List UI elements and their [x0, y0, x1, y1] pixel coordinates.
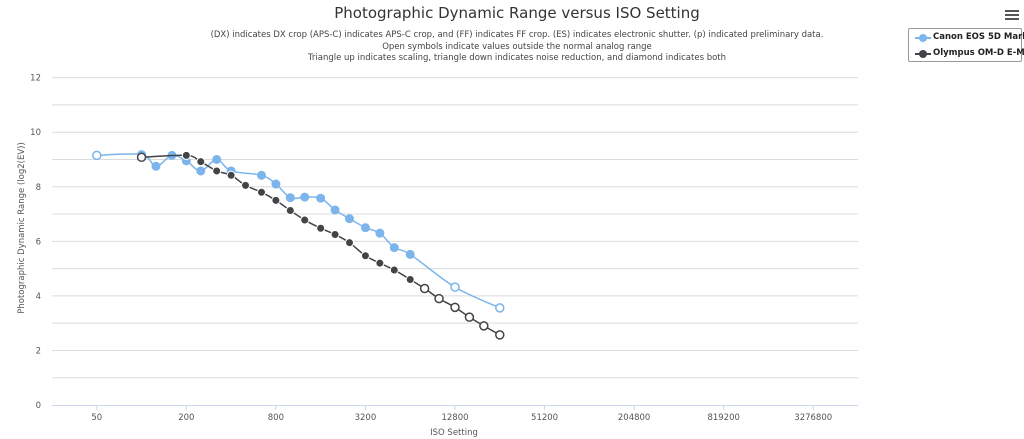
legend-item-olympus[interactable]: Olympus OM-D E-M1 — [913, 48, 1024, 61]
data-point[interactable] — [92, 150, 102, 161]
hamburger-menu-icon[interactable] — [1004, 8, 1020, 22]
data-point[interactable] — [450, 282, 460, 292]
data-point[interactable] — [344, 238, 354, 248]
data-point[interactable] — [360, 251, 370, 261]
data-point[interactable] — [256, 187, 266, 197]
data-point[interactable] — [285, 205, 295, 215]
data-point[interactable] — [464, 312, 475, 322]
data-point[interactable] — [389, 265, 399, 275]
x-axis-title: ISO Setting — [430, 428, 478, 438]
y-axis-ticks: 0 2 4 6 8 10 12 — [30, 74, 41, 411]
x-tick-label: 3200 — [355, 413, 377, 423]
x-tick-label: 819200 — [707, 413, 739, 423]
y-tick-label: 0 — [36, 401, 41, 411]
data-point[interactable] — [196, 166, 206, 176]
data-point[interactable] — [495, 303, 505, 313]
data-point[interactable] — [300, 192, 310, 202]
data-point[interactable] — [389, 243, 399, 253]
menu-bar — [1005, 14, 1019, 16]
x-tick-label: 50 — [91, 413, 102, 423]
data-point[interactable] — [375, 228, 385, 238]
data-point[interactable] — [405, 275, 415, 285]
chart-subtitle-line-1: (DX) indicates DX crop (APS-C) indicates… — [211, 30, 824, 40]
data-point[interactable] — [196, 157, 206, 167]
data-point[interactable] — [256, 170, 266, 180]
x-tick-label: 51200 — [531, 413, 558, 423]
series-olympus — [136, 150, 505, 340]
data-point[interactable] — [360, 223, 370, 233]
series-canon — [92, 150, 505, 313]
data-point[interactable] — [479, 321, 489, 331]
legend-label: Olympus OM-D E-M1 — [933, 48, 1024, 58]
data-point[interactable] — [300, 215, 310, 225]
legend-circle-icon — [915, 34, 931, 42]
y-tick-label: 6 — [36, 237, 41, 247]
chart-legend: Canon EOS 5D Mark II Olympus OM-D E-M1 — [908, 28, 1024, 62]
y-tick-label: 8 — [36, 183, 41, 193]
series-line — [141, 154, 501, 336]
x-tick-label: 12800 — [441, 413, 468, 423]
data-point[interactable] — [181, 150, 191, 160]
y-tick-label: 10 — [30, 128, 41, 138]
data-point[interactable] — [375, 258, 385, 268]
data-point[interactable] — [285, 193, 295, 203]
x-tick-label: 200 — [178, 413, 194, 423]
data-point[interactable] — [226, 170, 236, 180]
legend-label: Canon EOS 5D Mark II — [933, 32, 1024, 42]
chart-title: Photographic Dynamic Range versus ISO Se… — [334, 4, 700, 22]
x-axis-ticks: 50 200 800 3200 12800 51200 204800 819200 327680… — [91, 405, 832, 423]
data-point[interactable] — [151, 161, 161, 171]
y-tick-label: 12 — [30, 74, 41, 84]
data-point[interactable] — [212, 154, 222, 164]
data-point[interactable] — [405, 249, 415, 259]
chart-subtitle-line-3: Triangle up indicates scaling, triangle … — [307, 53, 726, 63]
legend-item-canon[interactable]: Canon EOS 5D Mark II — [913, 32, 1024, 45]
series-line — [96, 153, 501, 309]
data-point[interactable] — [434, 293, 444, 304]
data-point[interactable] — [271, 179, 281, 189]
data-point[interactable] — [330, 230, 340, 239]
menu-bar — [1005, 18, 1019, 20]
x-tick-label: 800 — [268, 413, 284, 423]
plot-area — [92, 150, 505, 340]
y-tick-label: 2 — [36, 346, 41, 356]
grid-lines — [52, 77, 858, 406]
data-point[interactable] — [271, 195, 281, 205]
menu-bar — [1005, 10, 1019, 12]
y-tick-label: 4 — [36, 292, 41, 302]
y-axis-title: Photographic Dynamic Range (log2(EV)) — [17, 142, 27, 314]
data-point[interactable] — [316, 223, 326, 233]
data-point[interactable] — [212, 166, 222, 176]
x-tick-label: 204800 — [618, 413, 650, 423]
x-tick-label: 3276800 — [794, 413, 832, 423]
data-point[interactable] — [495, 330, 505, 340]
data-point[interactable] — [136, 152, 147, 163]
data-point[interactable] — [344, 214, 354, 224]
data-point[interactable] — [330, 205, 340, 215]
data-point[interactable] — [419, 283, 430, 294]
data-point[interactable] — [316, 193, 326, 203]
chart-subtitle-line-2: Open symbols indicate values outside the… — [382, 42, 652, 52]
data-point[interactable] — [241, 180, 251, 190]
legend-circle-icon — [915, 50, 931, 58]
data-point[interactable] — [450, 302, 460, 313]
